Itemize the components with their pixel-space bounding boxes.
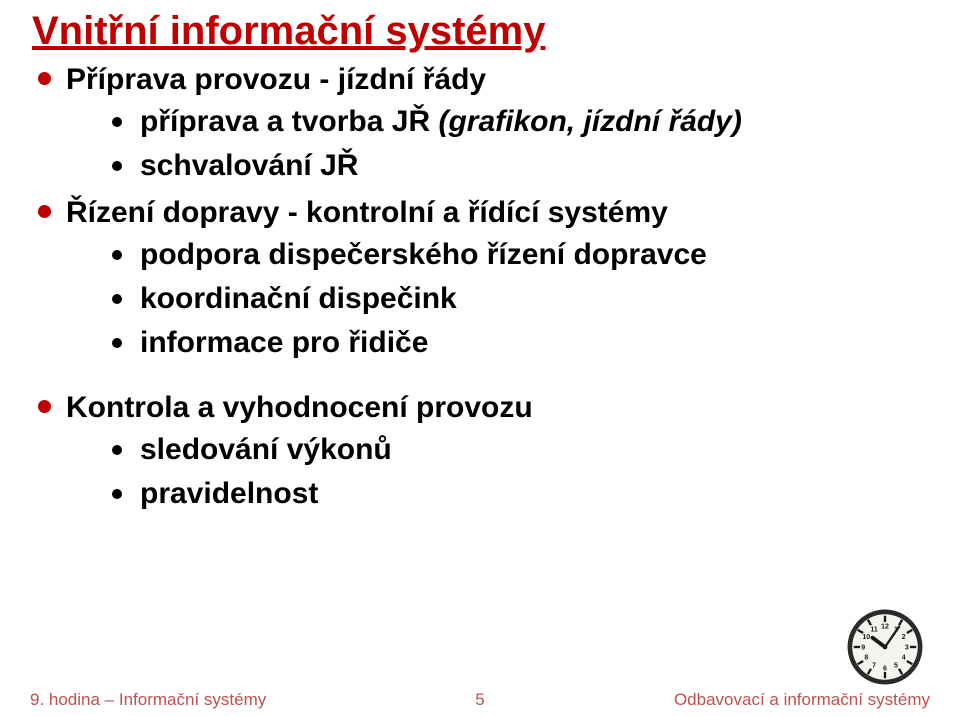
bullet-lvl2: pravidelnost [86, 473, 928, 515]
slide-title: Vnitřní informační systémy [32, 8, 928, 54]
bullet-lvl2: příprava a tvorba JŘ (grafikon, jízdní ř… [86, 101, 928, 143]
bullet-label-italic: (grafikon, jízdní řády) [438, 105, 741, 138]
bullet-sublist: příprava a tvorba JŘ (grafikon, jízdní ř… [66, 101, 928, 187]
bullet-lvl2: podpora dispečerského řízení dopravce [86, 234, 928, 276]
footer-page-number: 5 [475, 690, 484, 710]
svg-text:6: 6 [883, 665, 887, 672]
bullet-label: Řízení dopravy - kontrolní a řídící syst… [66, 196, 668, 229]
bullet-label: schvalování JŘ [140, 149, 358, 182]
bullet-label: sledování výkonů [140, 433, 392, 466]
slide: Vnitřní informační systémy Příprava prov… [0, 0, 960, 716]
bullet-label: podpora dispečerského řízení dopravce [140, 238, 707, 271]
bullet-list: Příprava provozu - jízdní řády příprava … [32, 60, 928, 515]
bullet-lvl1: Kontrola a vyhodnocení provozu sledování… [32, 388, 928, 515]
bullet-label: informace pro řidiče [140, 326, 428, 359]
bullet-label: pravidelnost [140, 477, 318, 510]
bullet-lvl1: Příprava provozu - jízdní řády příprava … [32, 60, 928, 187]
svg-text:12: 12 [881, 623, 889, 630]
bullet-sublist: podpora dispečerského řízení dopravce ko… [66, 234, 928, 364]
svg-text:10: 10 [862, 634, 870, 641]
svg-text:11: 11 [870, 626, 878, 633]
clock-icon: 12 1 2 3 4 5 6 7 8 9 10 11 [846, 608, 924, 686]
bullet-label: koordinační dispečink [140, 282, 457, 315]
svg-text:5: 5 [894, 662, 898, 669]
bullet-lvl2: koordinační dispečink [86, 278, 928, 320]
bullet-label: Kontrola a vyhodnocení provozu [66, 391, 533, 424]
bullet-lvl2: sledování výkonů [86, 429, 928, 471]
bullet-lvl2: schvalování JŘ [86, 145, 928, 187]
bullet-label-plain: příprava a tvorba JŘ [140, 105, 438, 138]
bullet-label: Příprava provozu - jízdní řády [66, 63, 486, 96]
svg-text:8: 8 [864, 654, 868, 661]
svg-text:2: 2 [902, 634, 906, 641]
svg-text:7: 7 [872, 662, 876, 669]
bullet-sublist: sledování výkonů pravidelnost [66, 429, 928, 515]
footer-right: Odbavovací a informační systémy [674, 690, 930, 710]
svg-text:3: 3 [905, 644, 909, 651]
footer-left: 9. hodina – Informační systémy [30, 690, 266, 710]
svg-text:4: 4 [902, 654, 906, 661]
svg-text:9: 9 [861, 644, 865, 651]
bullet-lvl1: Řízení dopravy - kontrolní a řídící syst… [32, 193, 928, 364]
bullet-lvl2: informace pro řidiče [86, 322, 928, 364]
